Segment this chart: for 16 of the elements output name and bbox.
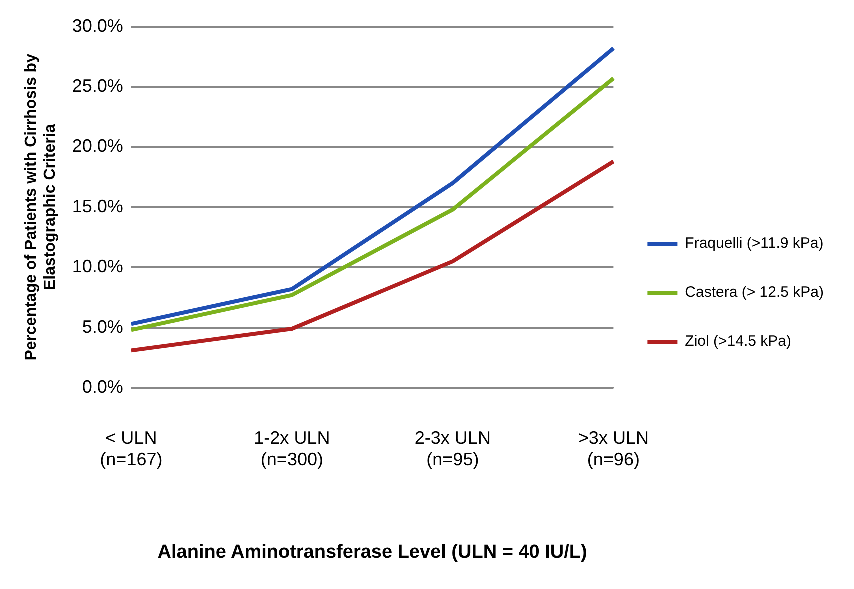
legend-label: Castera (> 12.5 kPa) (685, 284, 824, 302)
x-tick-label: 1-2x ULN (n=300) (254, 428, 330, 470)
y-tick-label: 30.0% (72, 16, 124, 36)
x-tick-label: 2-3x ULN (n=95) (414, 428, 491, 470)
y-tick-label: 15.0% (72, 196, 124, 216)
legend-label: Fraquelli (>11.9 kPa) (685, 235, 824, 252)
y-tick-label: 20.0% (72, 136, 124, 156)
y-tick-label: 10.0% (72, 256, 124, 277)
legend-label: Ziol (>14.5 kPa) (685, 333, 792, 350)
y-axis-title: Percentage of Patients with Cirrhosis by Elastographic Criteria (23, 54, 60, 361)
x-tick-label: >3x ULN (n=96) (578, 428, 649, 470)
y-tick-label: 25.0% (72, 76, 124, 96)
y-tick-label: 5.0% (82, 316, 124, 337)
x-axis-title: Alanine Aminotransferase Level (ULN = 40 IU/L) (158, 542, 588, 563)
x-tick-label: < ULN (n=167) (100, 428, 163, 470)
y-tick-label: 0.0% (82, 376, 124, 397)
